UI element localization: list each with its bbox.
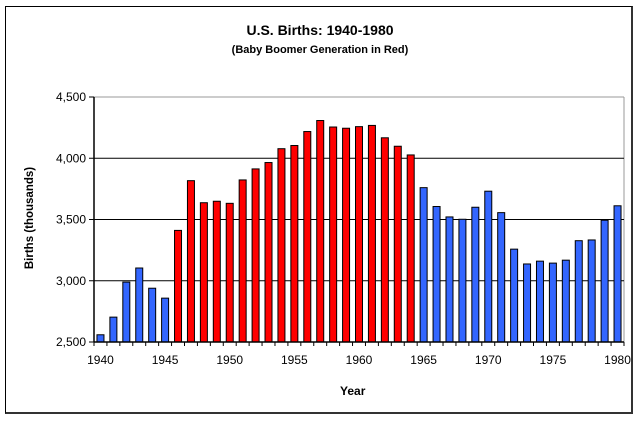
- x-tick-label: 1940: [87, 353, 114, 367]
- bar-1977: [574, 240, 583, 343]
- bar-1970: [484, 190, 493, 343]
- bar-1974: [535, 260, 544, 343]
- bar-1959: [342, 127, 351, 343]
- chart-title: U.S. Births: 1940-1980: [246, 22, 394, 38]
- bar-1964: [406, 154, 415, 343]
- x-tick-label: 1955: [281, 353, 308, 367]
- bar-1973: [523, 263, 532, 343]
- x-tick-label: 1980: [604, 353, 631, 367]
- bar-1967: [445, 216, 454, 343]
- x-tick-label: 1950: [216, 353, 243, 367]
- bar-1957: [316, 120, 325, 343]
- x-tick-label: 1960: [346, 353, 373, 367]
- bar-1972: [510, 248, 519, 343]
- y-tick-label: 3,000: [56, 274, 86, 288]
- bar-1951: [238, 179, 247, 343]
- chart-subtitle: (Baby Boomer Generation in Red): [231, 44, 409, 56]
- bar-1963: [393, 145, 402, 343]
- bar-1962: [380, 137, 389, 343]
- bar-1960: [355, 126, 363, 343]
- bar-1940: [96, 334, 105, 343]
- bar-1949: [212, 200, 221, 343]
- bar-1975: [548, 262, 557, 343]
- bar-1942: [122, 281, 131, 343]
- bar-1953: [264, 162, 273, 343]
- axes: 2,500 3,000 3,500 4,000 4,500 1940 1945 1950 195…: [56, 90, 631, 367]
- y-tick-label: 4,500: [56, 90, 86, 104]
- bar-1958: [329, 126, 338, 343]
- bar-1969: [471, 206, 480, 343]
- bars: [96, 120, 622, 343]
- bar-1943: [135, 267, 144, 343]
- bar-1946: [174, 229, 183, 343]
- y-tick-label: 4,000: [56, 151, 86, 165]
- y-tick-label: 3,500: [56, 213, 86, 227]
- bar-1950: [225, 202, 234, 343]
- y-tick-label: 2,500: [56, 335, 86, 349]
- x-tick-label: 1970: [475, 353, 502, 367]
- x-tick-label: 1965: [410, 353, 437, 367]
- bar-1954: [277, 148, 286, 343]
- bar-1965: [419, 187, 428, 343]
- bar-1971: [497, 212, 506, 343]
- bar-1956: [303, 131, 312, 343]
- bar-1961: [367, 124, 376, 343]
- x-axis-label: Year: [340, 384, 366, 398]
- bar-1955: [290, 145, 299, 343]
- bar-1941: [109, 316, 118, 343]
- bar-1948: [199, 202, 208, 343]
- bar-1978: [587, 239, 596, 343]
- bar-1980: [613, 205, 622, 343]
- bar-1945: [161, 297, 170, 343]
- bar-1947: [186, 180, 195, 343]
- bar-1976: [561, 259, 570, 343]
- bar-1952: [251, 168, 260, 343]
- bar-1968: [458, 218, 467, 343]
- x-tick-label: 1945: [152, 353, 179, 367]
- bar-1944: [148, 287, 157, 343]
- bar-1966: [432, 206, 441, 343]
- x-tick-label: 1975: [540, 353, 567, 367]
- bar-1979: [600, 219, 609, 343]
